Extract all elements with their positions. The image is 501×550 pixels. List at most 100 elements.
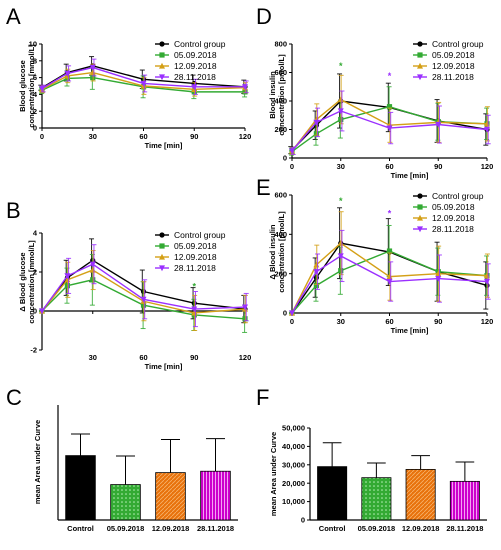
- y-tick-label: 10: [29, 40, 37, 49]
- x-tick-label: 28.11.2018: [197, 524, 234, 533]
- y-tick-label: 6: [33, 73, 37, 82]
- data-point-d2811: [386, 125, 393, 132]
- y-tick-label: 4: [33, 90, 38, 99]
- x-tick-label: 60: [385, 317, 393, 326]
- legend-marker: [417, 62, 423, 69]
- series-d1209: [289, 211, 490, 316]
- x-tick-label: 30: [89, 132, 97, 141]
- series-line-d1209: [41, 71, 246, 91]
- y-tick-label: 2: [33, 268, 37, 277]
- y-tick-label: 40,000: [282, 442, 305, 451]
- y-tick-label: 8: [33, 56, 37, 65]
- legend-label: 05.09.2018: [432, 50, 475, 60]
- data-point-d2811: [242, 304, 248, 311]
- x-tick-label: 12.09.2018: [402, 524, 440, 533]
- x-tick-label: Control: [67, 524, 94, 533]
- y-tick-label: 600: [274, 191, 287, 200]
- bar-1: [361, 477, 392, 521]
- x-tick-label: Control: [319, 524, 346, 533]
- legend-label: 05.09.2018: [174, 50, 217, 60]
- y-axis-label: Δ Blood insulinconcentration [pmol/L]: [268, 211, 286, 293]
- chart-panel-f: 0 10,000 20,000 30,000 40,000 50,000 Control 05…: [269, 424, 487, 533]
- y-tick-label: 20,000: [282, 479, 305, 488]
- x-tick-label: 120: [481, 317, 494, 326]
- chart-panel-c: Control 05.09.2018 12.09.2018 28.11.2018 mea…: [33, 405, 238, 533]
- data-point-d2811: [140, 80, 147, 87]
- series-line-d2811: [41, 66, 245, 90]
- data-point-d2811: [140, 296, 147, 303]
- significance-marker: *: [388, 209, 392, 219]
- x-tick-label: 120: [239, 353, 252, 362]
- data-point-d0509: [386, 248, 393, 254]
- y-tick-label: 10,000: [282, 497, 305, 506]
- y-tick-label: -2: [30, 346, 37, 355]
- series-d2811: [289, 229, 491, 317]
- data-point-d1209: [337, 96, 344, 103]
- data-point-d2811: [191, 306, 198, 313]
- series-d2811: [289, 90, 491, 155]
- significance-marker: *: [388, 71, 392, 81]
- data-point-d2811: [64, 273, 71, 280]
- legend-label: Control group: [432, 191, 484, 201]
- data-point-d2811: [435, 121, 442, 128]
- x-tick-label: 90: [190, 132, 198, 141]
- panel-label-e: E: [256, 175, 271, 200]
- significance-marker: *: [192, 282, 196, 292]
- x-axis-label: Time [min]: [391, 326, 429, 335]
- y-tick-label: 400: [274, 97, 287, 106]
- panel-label-b: B: [6, 198, 21, 223]
- y-tick-label: 0: [33, 307, 37, 316]
- y-tick-label: 4: [33, 229, 38, 238]
- data-point-d2811: [337, 253, 344, 260]
- legend-marker: [417, 74, 423, 81]
- legend-label: 12.09.2018: [432, 61, 475, 71]
- data-point-d2811: [191, 84, 198, 91]
- legend-label: 12.09.2018: [432, 213, 475, 223]
- x-tick-label: 120: [239, 132, 252, 141]
- y-tick-label: 50,000: [282, 424, 305, 433]
- significance-marker: *: [339, 196, 343, 206]
- x-tick-label: 90: [190, 353, 198, 362]
- y-tick-label: 30,000: [282, 460, 305, 469]
- chart-panel-d: 0 200 400 600 800 0 30 60 90 120 Time [min] Blood i…: [268, 39, 493, 180]
- legend-label: 05.09.2018: [174, 241, 217, 251]
- x-tick-label: 30: [337, 162, 345, 171]
- x-axis-label: Time [min]: [145, 362, 183, 371]
- series-line-d2811: [41, 263, 246, 312]
- series-line-control: [41, 65, 246, 89]
- series-line-d0509: [41, 279, 246, 320]
- chart-panel-b: -2 0 2 4 30 60 90 120 Time [min] Δ Blood glucosec…: [18, 229, 251, 371]
- legend-marker: [417, 193, 423, 199]
- series-line-control: [41, 259, 246, 312]
- legend-marker: [417, 204, 423, 210]
- legend-label: 05.09.2018: [432, 202, 475, 212]
- y-axis-label: mean Area under Curve: [269, 432, 278, 516]
- data-point-d2811: [89, 64, 96, 71]
- series-line-d1209: [291, 98, 488, 152]
- y-tick-label: 0: [283, 154, 287, 163]
- series-d2811: [39, 58, 249, 95]
- bar-3: [449, 480, 480, 521]
- data-point-d2811: [89, 261, 96, 268]
- legend-label: 28.11.2018: [174, 263, 216, 273]
- legend-label: Control group: [432, 39, 484, 49]
- x-tick-label: 60: [139, 132, 147, 141]
- data-point-d2811: [313, 119, 320, 126]
- panel-label-d: D: [256, 4, 272, 29]
- series-line-d0509: [291, 250, 488, 314]
- data-point-d2811: [64, 70, 71, 77]
- legend-label: 28.11.2018: [174, 72, 216, 82]
- x-tick-label: 0: [40, 132, 44, 141]
- data-point-d0509: [386, 104, 393, 110]
- y-tick-label: 0: [301, 516, 305, 525]
- y-tick-label: 400: [274, 230, 287, 239]
- legend-marker: [159, 265, 165, 272]
- legend-label: 28.11.2018: [432, 224, 474, 234]
- legend-marker: [417, 226, 423, 233]
- data-point-d2811: [435, 275, 442, 282]
- legend-label: Control group: [174, 39, 226, 49]
- x-tick-label: 90: [434, 162, 442, 171]
- data-point-d2811: [386, 278, 393, 285]
- y-tick-label: 200: [274, 125, 287, 134]
- bar-2: [405, 468, 436, 521]
